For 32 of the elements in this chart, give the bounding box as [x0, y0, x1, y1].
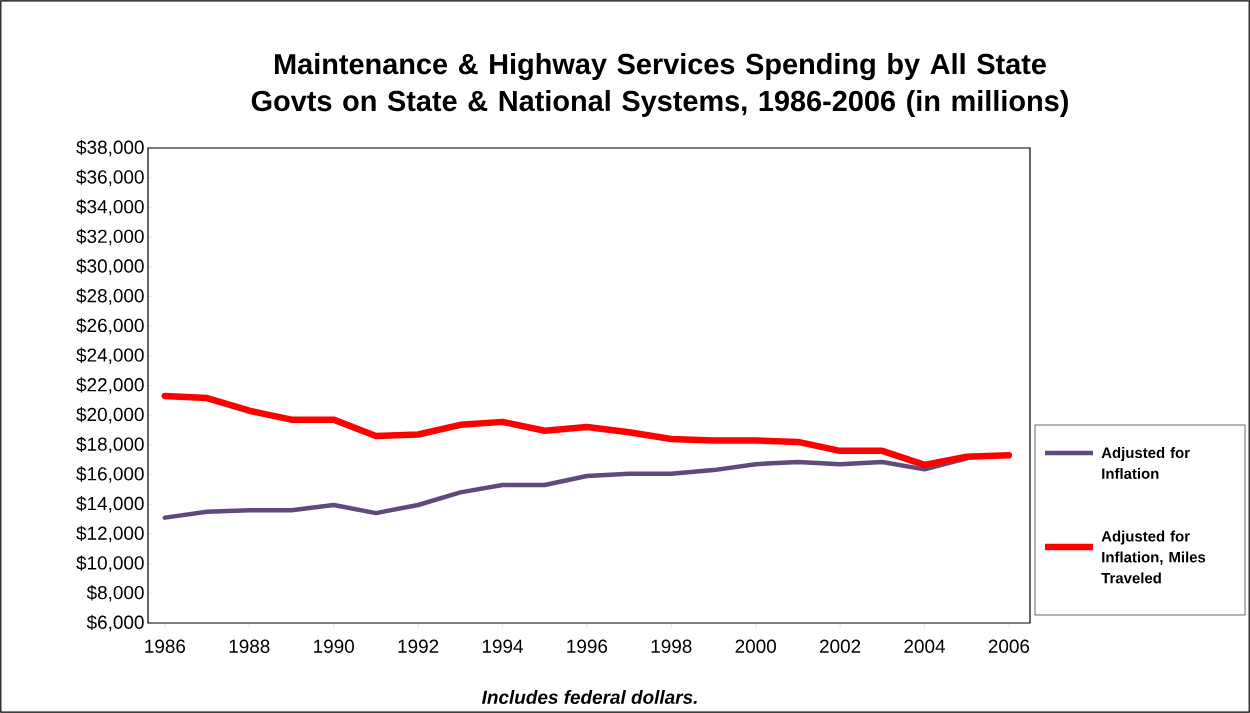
- x-tick-label: 1992: [398, 639, 439, 653]
- y-tick-label: $24,000: [76, 347, 144, 365]
- x-tick-label: 2002: [820, 639, 861, 653]
- y-tick-label: $30,000: [76, 258, 144, 275]
- text: Includes federal dollars.: [481, 690, 697, 704]
- y-tick-label: $32,000: [76, 228, 144, 246]
- y-tick-label: $28,000: [76, 288, 144, 305]
- y-tick-label: $22,000: [76, 377, 144, 394]
- legend-label: Adjusted for Inflation: [1101, 447, 1190, 479]
- x-tick-label: 1990: [314, 639, 354, 653]
- y-tick-label: $10,000: [76, 555, 144, 572]
- y-tick-label: $14,000: [76, 496, 144, 513]
- y-tick-label: $34,000: [76, 199, 144, 216]
- y-tick-label: $8,000: [86, 585, 144, 602]
- y-tick-label: $36,000: [76, 169, 144, 186]
- y-tick-label: $26,000: [76, 317, 144, 335]
- y-tick-label: $38,000: [76, 139, 144, 157]
- x-tick-label: 1996: [567, 639, 608, 653]
- x-tick-label: 1986: [145, 639, 186, 653]
- y-tick-label: $18,000: [76, 436, 144, 454]
- y-tick-label: $12,000: [76, 525, 144, 543]
- legend-label: Adjusted for Inflation, Miles Traveled: [1101, 530, 1206, 584]
- x-tick-label: 2006: [988, 639, 1030, 653]
- chart-title: Maintenance & Highway Services Spending by All State Govts on State & National Systems, 1986-2006 (in millions): [251, 53, 1068, 117]
- x-tick-label: 1998: [651, 639, 692, 653]
- y-tick-label: $20,000: [76, 406, 144, 424]
- y-tick-label: $6,000: [86, 614, 144, 632]
- x-tick-label: 1994: [482, 639, 523, 653]
- x-tick-label: 2004: [904, 639, 945, 653]
- y-tick-label: $16,000: [76, 466, 144, 483]
- x-tick-label: 1988: [229, 639, 270, 653]
- x-tick-label: 2000: [735, 639, 776, 653]
